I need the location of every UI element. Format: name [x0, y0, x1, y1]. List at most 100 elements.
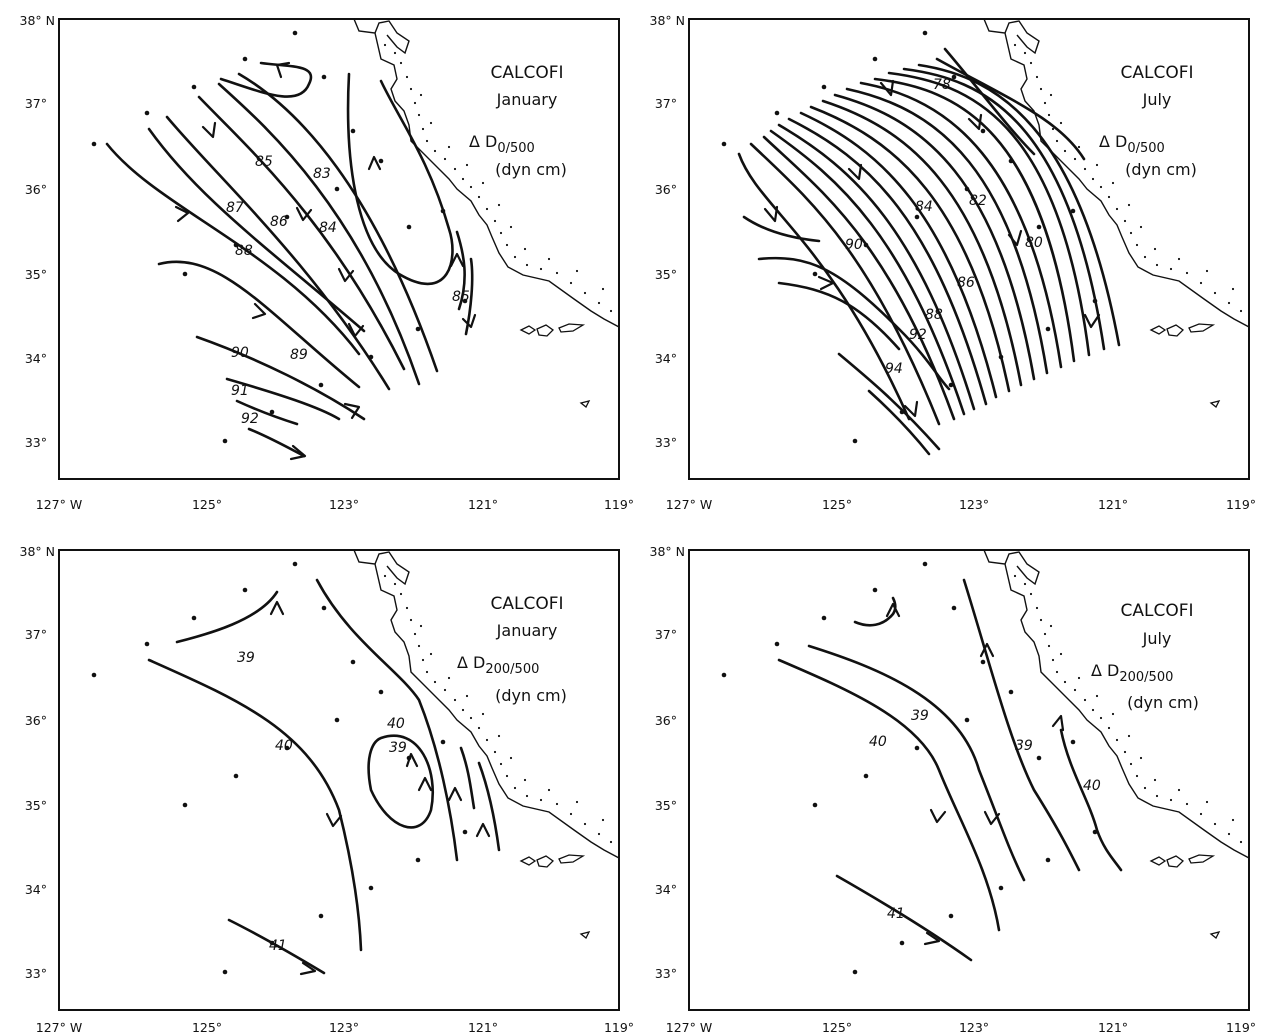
y-tick-label: 33°	[655, 966, 677, 981]
contour-label: 40	[869, 734, 887, 750]
contour-line	[237, 72, 439, 373]
y-tick-label: 35°	[655, 798, 677, 813]
x-tick-label: 125°	[822, 1020, 852, 1035]
coastline	[983, 549, 1250, 859]
x-tick-label: 127° W	[36, 497, 82, 512]
contour-line	[195, 335, 366, 421]
coastline	[983, 18, 1250, 328]
flow-arrow	[461, 313, 477, 329]
flow-arrow	[275, 61, 291, 79]
x-tick-label: 121°	[1098, 497, 1128, 512]
flow-arrow	[269, 600, 285, 616]
map-frame	[688, 549, 1250, 1011]
panel-title: CALCOFI	[1120, 63, 1193, 83]
channel-islands	[1150, 854, 1220, 939]
y-tick-label: 33°	[655, 435, 677, 450]
bay-outline	[374, 20, 410, 54]
contour-label: 41	[269, 938, 287, 954]
contour-label: 78	[933, 77, 951, 93]
contour-label: 39	[911, 708, 929, 724]
contour-label: 88	[925, 307, 943, 323]
contour-line	[873, 77, 1076, 363]
contour-line	[477, 761, 501, 852]
flow-arrow	[1051, 714, 1065, 732]
contour-line	[769, 129, 966, 416]
y-tick-label: 37°	[25, 627, 47, 642]
y-tick-label: 35°	[25, 798, 47, 813]
map-frame	[58, 549, 620, 1011]
panel-month: January	[496, 90, 558, 109]
map-panel-january-200-500: 39 40 40 39 41 CALCOFI January Δ D200/50…	[20, 544, 635, 1035]
flow-arrow	[475, 822, 491, 838]
y-tick-label: 38° N	[20, 544, 55, 559]
contour-label: 90	[845, 237, 863, 253]
y-tick-label: 35°	[655, 267, 677, 282]
contour-line	[742, 215, 821, 243]
y-tick-label: 38° N	[650, 13, 685, 28]
panel-units: (dyn cm)	[495, 686, 567, 705]
x-tick-label: 121°	[468, 497, 498, 512]
flow-arrow	[923, 931, 941, 946]
y-tick-label: 38° N	[650, 544, 685, 559]
coastline	[353, 18, 620, 328]
panel-month: July	[1142, 90, 1172, 109]
contour-label: 40	[1083, 778, 1101, 794]
contour-line	[147, 658, 363, 952]
contour-label: 84	[915, 199, 933, 215]
flow-arrow	[879, 79, 895, 97]
flow-arrow	[929, 808, 947, 824]
flow-arrow	[983, 810, 1001, 826]
x-tick-label: 125°	[822, 497, 852, 512]
contour-line	[762, 135, 956, 421]
contour-label: 91	[231, 383, 249, 399]
channel-islands	[520, 323, 590, 408]
y-tick-label: 37°	[655, 96, 677, 111]
channel-islands	[1150, 323, 1220, 408]
y-tick-label: 33°	[25, 966, 47, 981]
contour-line	[917, 63, 1121, 347]
flow-arrow	[299, 961, 317, 976]
flow-arrow	[967, 113, 983, 131]
contour-label: 82	[969, 193, 987, 209]
contour-line	[807, 644, 1026, 882]
x-tick-label: 123°	[959, 1020, 989, 1035]
contour-label: 83	[313, 166, 331, 182]
contour-label: 88	[235, 243, 253, 259]
contour-line	[749, 142, 941, 426]
x-tick-label: 121°	[468, 1020, 498, 1035]
panel-title: CALCOFI	[490, 594, 563, 614]
y-tick-label: 36°	[655, 182, 677, 197]
flow-arrow	[903, 400, 919, 418]
map-panel-july-0-500: 78 84 82 90 80 86 88 92 94 CALCOFI July …	[650, 13, 1257, 512]
y-tick-label: 36°	[25, 182, 47, 197]
panel-title: CALCOFI	[1120, 601, 1193, 621]
x-tick-label: 127° W	[666, 1020, 712, 1035]
x-tick-label: 125°	[192, 497, 222, 512]
contour-label: 41	[887, 906, 905, 922]
x-tick-label: 123°	[329, 1020, 359, 1035]
panel-month: January	[496, 621, 558, 640]
contour-label: 39	[389, 740, 407, 756]
flow-arrow	[447, 786, 463, 802]
contour-line	[367, 734, 435, 829]
contour-line	[777, 281, 901, 351]
flow-arrow	[289, 444, 307, 461]
x-tick-label: 123°	[959, 497, 989, 512]
flow-arrow	[405, 752, 419, 768]
map-frame	[688, 18, 1250, 480]
panel-quantity: Δ D200/500	[457, 653, 539, 677]
station-dots	[721, 561, 1098, 975]
bay-outline	[374, 551, 410, 585]
contour-label: 86	[957, 275, 975, 291]
contour-label: 39	[1015, 738, 1033, 754]
contour-line	[859, 81, 1063, 369]
contour-label: 85	[255, 154, 273, 170]
contour-line	[962, 578, 1081, 872]
flow-arrow	[1007, 229, 1023, 247]
contour-line	[833, 93, 1036, 381]
contour-line	[809, 105, 1011, 393]
contour-line	[799, 111, 998, 399]
y-tick-label: 34°	[655, 882, 677, 897]
contour-line	[455, 230, 466, 311]
